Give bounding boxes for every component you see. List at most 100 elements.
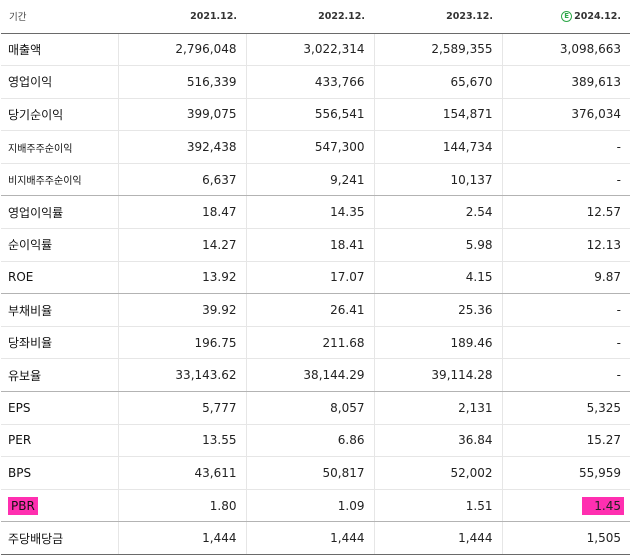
row-label: 지배주주순이익 xyxy=(1,130,118,164)
row-value: 13.55 xyxy=(117,424,246,458)
row-value: 5,325 xyxy=(501,391,630,425)
period-header-label: 기간 xyxy=(1,0,118,34)
row-label: 유보율 xyxy=(1,358,118,393)
row-value: 376,034 xyxy=(501,98,630,132)
table-row: EPS 5,777 8,057 2,131 5,325 xyxy=(1,391,630,425)
row-value: 8,057 xyxy=(245,391,374,425)
row-value: 14.35 xyxy=(245,195,374,230)
row-value: 1,444 xyxy=(117,521,246,555)
row-label: 비지배주주순이익 xyxy=(1,163,118,197)
table-row: PER 13.55 6.86 36.84 15.27 xyxy=(1,424,630,458)
row-value: 1,505 xyxy=(501,521,630,555)
row-value: 13.92 xyxy=(117,261,246,295)
period-header: 2022.12. xyxy=(246,0,374,34)
row-value: - xyxy=(501,326,630,360)
row-value: 5,777 xyxy=(117,391,246,425)
row-value: 433,766 xyxy=(245,65,374,99)
row-value: 196.75 xyxy=(117,326,246,360)
row-value: 36.84 xyxy=(373,424,502,458)
row-label: 영업이익 xyxy=(1,65,118,99)
row-label: PBR xyxy=(1,489,118,523)
table-row: ROE 13.92 17.07 4.15 9.87 xyxy=(1,261,630,295)
row-value: 5.98 xyxy=(373,228,502,262)
row-value: 189.46 xyxy=(373,326,502,360)
row-value: - xyxy=(501,130,630,164)
row-value: 18.41 xyxy=(245,228,374,262)
row-label: 부채비율 xyxy=(1,293,118,327)
table-row: 매출액 2,796,048 3,022,314 2,589,355 3,098,… xyxy=(1,33,630,67)
row-value: 1.51 xyxy=(373,489,502,523)
row-label: BPS xyxy=(1,456,118,490)
row-value: 14.27 xyxy=(117,228,246,262)
table-row: 지배주주순이익 392,438 547,300 144,734 - xyxy=(1,130,630,164)
row-value: 1.09 xyxy=(245,489,374,523)
row-value: - xyxy=(501,293,630,327)
row-value: 15.27 xyxy=(501,424,630,458)
row-value: 26.41 xyxy=(245,293,374,327)
row-value: 6,637 xyxy=(117,163,246,197)
highlighted-value: 1.45 xyxy=(582,496,624,515)
row-label: 주당배당금 xyxy=(1,521,118,555)
header-row: 기간 2021.12. 2022.12. 2023.12. E 2024.12. xyxy=(1,0,630,34)
row-value: - xyxy=(501,163,630,197)
row-value: 2,796,048 xyxy=(117,33,246,67)
row-value: 9,241 xyxy=(245,163,374,197)
highlighted-label: PBR xyxy=(8,496,38,515)
table-row: 당좌비율 196.75 211.68 189.46 - xyxy=(1,326,630,360)
table-row: 부채비율 39.92 26.41 25.36 - xyxy=(1,293,630,327)
row-value: 556,541 xyxy=(245,98,374,132)
table-row: 순이익률 14.27 18.41 5.98 12.13 xyxy=(1,228,630,262)
row-value: 9.87 xyxy=(501,261,630,295)
row-value: 1,444 xyxy=(245,521,374,555)
row-value: 144,734 xyxy=(373,130,502,164)
row-value: 547,300 xyxy=(245,130,374,164)
row-value: 399,075 xyxy=(117,98,246,132)
row-label: 매출액 xyxy=(1,33,118,67)
row-value: 18.47 xyxy=(117,195,246,230)
row-value: 55,959 xyxy=(501,456,630,490)
row-value: 39.92 xyxy=(117,293,246,327)
period-header: 2021.12. xyxy=(118,0,246,34)
row-value: 43,611 xyxy=(117,456,246,490)
row-value: 516,339 xyxy=(117,65,246,99)
row-value: 33,143.62 xyxy=(117,358,246,393)
period-header: 2023.12. xyxy=(374,0,502,34)
row-value: 10,137 xyxy=(373,163,502,197)
row-label: PER xyxy=(1,424,118,458)
row-value: 1.45 xyxy=(501,489,630,523)
row-value: 50,817 xyxy=(245,456,374,490)
row-value: 392,438 xyxy=(117,130,246,164)
row-value: 1.80 xyxy=(117,489,246,523)
row-value: 25.36 xyxy=(373,293,502,327)
row-value: 1,444 xyxy=(373,521,502,555)
row-value: - xyxy=(501,358,630,393)
row-label: EPS xyxy=(1,391,118,425)
period-header-estimate: E 2024.12. xyxy=(502,0,630,34)
row-value: 389,613 xyxy=(501,65,630,99)
row-value: 2.54 xyxy=(373,195,502,230)
row-value: 6.86 xyxy=(245,424,374,458)
row-label: 영업이익률 xyxy=(1,195,118,230)
period-header-estimate-label: 2024.12. xyxy=(574,10,621,22)
row-value: 154,871 xyxy=(373,98,502,132)
table-row-highlighted: PBR 1.80 1.09 1.51 1.45 xyxy=(1,489,630,523)
table-row: BPS 43,611 50,817 52,002 55,959 xyxy=(1,456,630,490)
row-value: 39,114.28 xyxy=(373,358,502,393)
row-value: 12.13 xyxy=(501,228,630,262)
row-label: 순이익률 xyxy=(1,228,118,262)
row-value: 52,002 xyxy=(373,456,502,490)
row-value: 211.68 xyxy=(245,326,374,360)
table-row: 영업이익 516,339 433,766 65,670 389,613 xyxy=(1,65,630,99)
table-row: 비지배주주순이익 6,637 9,241 10,137 - xyxy=(1,163,630,197)
row-value: 65,670 xyxy=(373,65,502,99)
row-value: 12.57 xyxy=(501,195,630,230)
row-value: 17.07 xyxy=(245,261,374,295)
table-row: 유보율 33,143.62 38,144.29 39,114.28 - xyxy=(1,358,630,393)
row-label: 당좌비율 xyxy=(1,326,118,360)
row-value: 2,131 xyxy=(373,391,502,425)
row-value: 38,144.29 xyxy=(245,358,374,393)
row-value: 3,022,314 xyxy=(245,33,374,67)
row-label: 당기순이익 xyxy=(1,98,118,132)
estimate-icon: E xyxy=(561,10,573,22)
